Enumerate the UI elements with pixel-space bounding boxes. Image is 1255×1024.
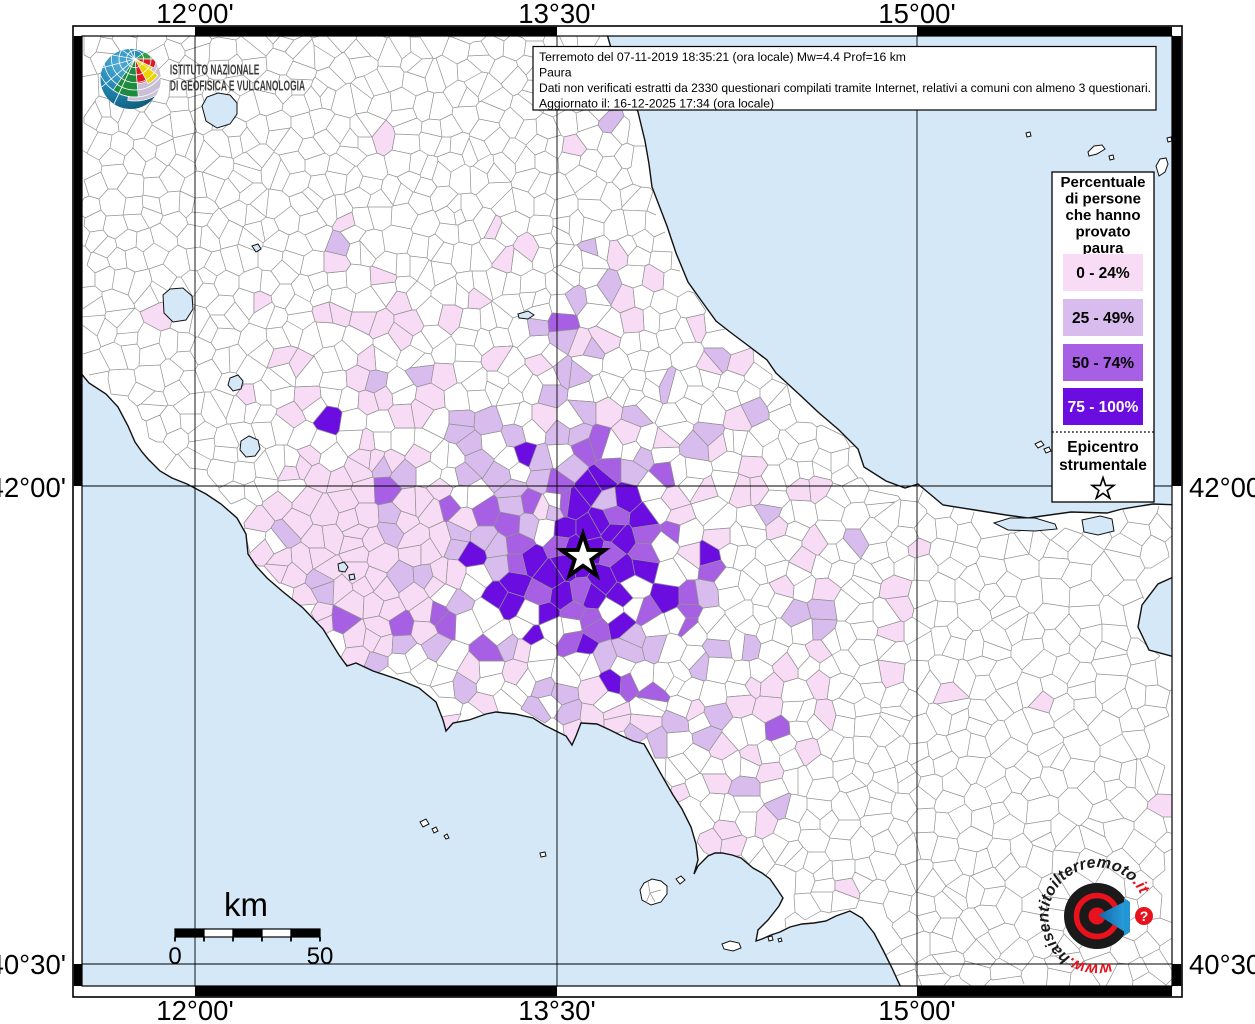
- svg-text:?: ?: [1140, 908, 1149, 924]
- svg-text:paura: paura: [1083, 240, 1125, 257]
- svg-text:km: km: [224, 886, 268, 923]
- svg-text:che hanno: che hanno: [1065, 207, 1140, 224]
- svg-text:50: 50: [307, 943, 334, 970]
- svg-text:0: 0: [168, 943, 181, 970]
- svg-text:15°00': 15°00': [878, 995, 955, 1024]
- svg-text:13°30': 13°30': [518, 0, 595, 29]
- svg-text:Percentuale: Percentuale: [1060, 174, 1145, 191]
- svg-text:0 - 24%: 0 - 24%: [1076, 265, 1130, 282]
- svg-text:Epicentro: Epicentro: [1067, 439, 1138, 456]
- svg-text:50 - 74%: 50 - 74%: [1072, 355, 1134, 372]
- svg-text:42°00': 42°00': [1189, 472, 1255, 503]
- svg-text:strumentale: strumentale: [1059, 457, 1147, 474]
- svg-text:di persone: di persone: [1065, 191, 1141, 208]
- svg-text:Paura: Paura: [539, 66, 572, 80]
- svg-text:ISTITUTO NAZIONALE: ISTITUTO NAZIONALE: [170, 61, 260, 78]
- svg-text:42°00': 42°00': [0, 472, 66, 503]
- svg-text:75 - 100%: 75 - 100%: [1068, 399, 1139, 416]
- svg-text:Terremoto del 07-11-2019 18:35: Terremoto del 07-11-2019 18:35:21 (ora l…: [539, 50, 906, 64]
- svg-text:40°30': 40°30': [0, 949, 66, 980]
- svg-text:40°30': 40°30': [1189, 949, 1255, 980]
- svg-text:12°00': 12°00': [156, 0, 233, 29]
- svg-text:Aggiornato il: 16-12-2025 17:3: Aggiornato il: 16-12-2025 17:34 (ora loc…: [539, 97, 774, 111]
- svg-text:DI GEOFISICA E VULCANOLOGIA: DI GEOFISICA E VULCANOLOGIA: [170, 77, 305, 94]
- svg-text:Dati non verificati estratti d: Dati non verificati estratti da 2330 que…: [539, 81, 1151, 95]
- svg-text:provato: provato: [1075, 224, 1130, 241]
- svg-text:12°00': 12°00': [156, 995, 233, 1024]
- svg-text:25 - 49%: 25 - 49%: [1072, 310, 1134, 327]
- svg-text:15°00': 15°00': [878, 0, 955, 29]
- svg-text:13°30': 13°30': [518, 995, 595, 1024]
